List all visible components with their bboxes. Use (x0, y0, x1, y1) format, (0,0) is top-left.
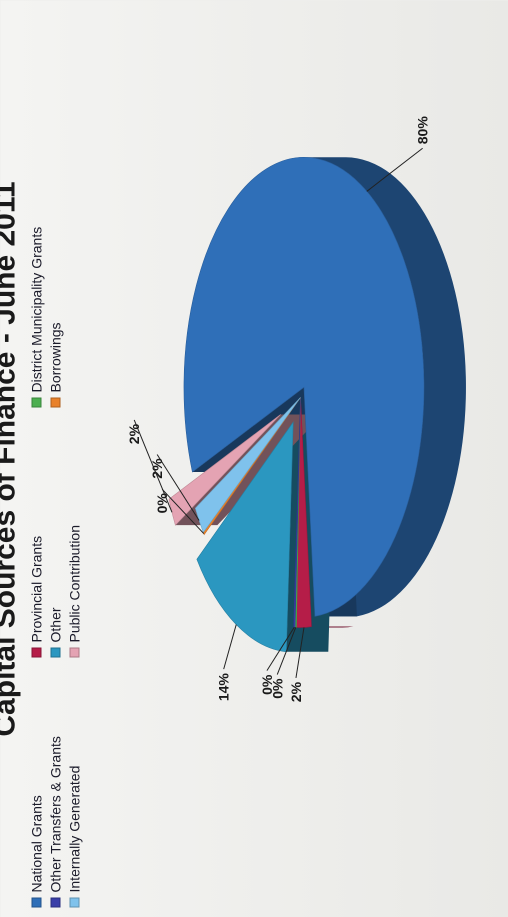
data-label: 0% (258, 674, 274, 695)
slice-side (303, 156, 466, 616)
data-label: 0% (269, 677, 285, 698)
pie-slice-4 (196, 420, 294, 652)
data-label: 2% (126, 423, 142, 444)
data-label: 2% (287, 681, 303, 702)
data-label: 14% (215, 672, 231, 701)
data-label: 80% (414, 115, 430, 144)
data-label: 0% (154, 492, 170, 513)
label-leader-line (222, 623, 237, 669)
label-leader-line (156, 453, 200, 521)
label-leader-line (161, 488, 204, 534)
data-label: 2% (149, 457, 165, 478)
label-leader-line (133, 419, 172, 513)
